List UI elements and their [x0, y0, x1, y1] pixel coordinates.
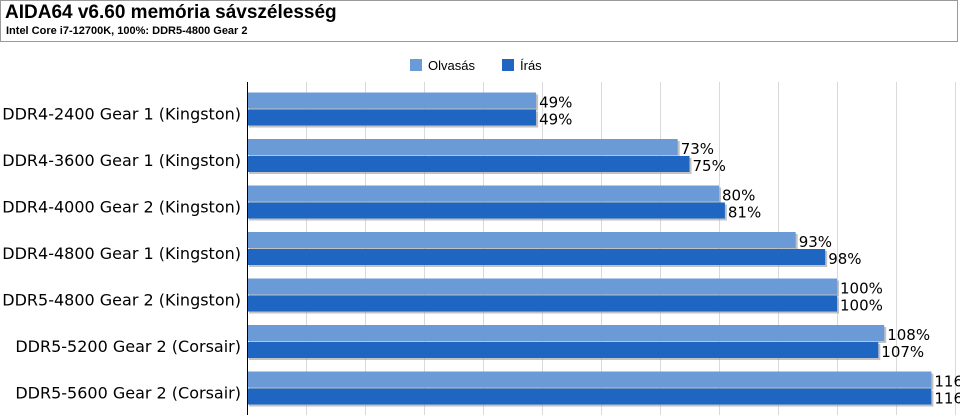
data-label: 100%	[840, 297, 883, 315]
category-label: DDR4-4000 Gear 2 (Kingston)	[2, 198, 241, 217]
chart-subtitle: Intel Core i7-12700K, 100%: DDR5-4800 Ge…	[6, 25, 248, 37]
category-label: DDR5-4800 Gear 2 (Kingston)	[2, 291, 241, 310]
data-label: 98%	[828, 250, 861, 268]
bar	[247, 156, 690, 172]
data-label: 75%	[693, 157, 726, 175]
data-label: 116%	[934, 373, 960, 391]
bar	[247, 185, 719, 202]
bar	[247, 249, 826, 265]
category-label: DDR5-5600 Gear 2 (Corsair)	[15, 384, 241, 403]
data-label: 100%	[840, 280, 883, 298]
legend-iras-label: Írás	[520, 58, 542, 73]
bar	[247, 388, 932, 405]
bar	[247, 109, 537, 126]
data-label: 108%	[887, 326, 930, 344]
bar	[247, 232, 796, 248]
bar	[247, 139, 678, 155]
bar	[247, 202, 725, 219]
legend-iras-swatch	[502, 59, 514, 71]
data-label: 116%	[934, 390, 960, 408]
bar	[247, 325, 885, 341]
chart-title: AIDA64 v6.60 memória sávszélesség	[5, 2, 337, 23]
bar	[247, 295, 837, 312]
category-label: DDR4-4800 Gear 1 (Kingston)	[2, 244, 241, 263]
data-label: 80%	[722, 187, 755, 205]
bar	[247, 92, 537, 109]
category-label: DDR4-2400 Gear 1 (Kingston)	[2, 105, 241, 124]
category-label: DDR5-5200 Gear 2 (Corsair)	[15, 337, 241, 356]
legend-olvasas-label: Olvasás	[428, 58, 475, 73]
bar	[247, 342, 879, 358]
data-label: 81%	[728, 204, 761, 222]
data-label: 49%	[539, 111, 572, 129]
bar	[247, 278, 837, 295]
category-label: DDR4-3600 Gear 1 (Kingston)	[2, 151, 241, 170]
data-label: 49%	[539, 94, 572, 112]
data-label: 107%	[881, 343, 924, 361]
legend-olvasas-swatch	[410, 59, 422, 71]
bar	[247, 371, 932, 388]
chart-header: AIDA64 v6.60 memória sávszélesség Intel …	[0, 0, 958, 42]
data-label: 73%	[681, 140, 714, 158]
data-label: 93%	[799, 233, 832, 251]
